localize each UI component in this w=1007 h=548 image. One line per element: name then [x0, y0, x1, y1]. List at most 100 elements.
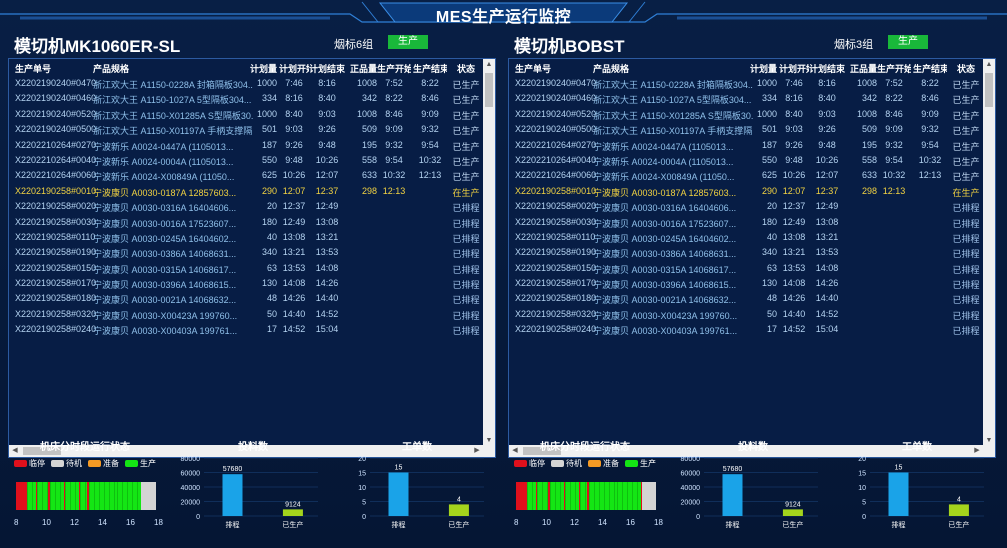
table-row[interactable]: X2202190258#0110 宁波康贝 A0030-0245A 1640460… [509, 230, 983, 245]
table-row[interactable]: X2202190258#0320 宁波康贝 A0030-X00423A 19976… [9, 307, 483, 322]
table-row[interactable]: X2202190258#0110 宁波康贝 A0030-0245A 1640460… [9, 230, 483, 245]
column-header[interactable]: 状态 [456, 64, 475, 74]
table-row[interactable]: X2202190258#0240 宁波康贝 A0030-X00403A 19976… [9, 322, 483, 337]
cell-spec: 宁波康贝 A0030-0016A 17523607... [93, 218, 237, 229]
cell-plan: 501 [761, 124, 777, 135]
table-row[interactable]: X2202190240#0500 浙江欢大王 A1150-X01197A 手柄支撑… [509, 122, 983, 137]
cell-order: X2202190258#0170 [15, 278, 97, 289]
cell-state: 已排程 [452, 326, 480, 337]
status-badge: 生产 [888, 35, 928, 49]
table-row[interactable]: X2202190240#0460 浙江欢大王 A1150-1027A 5型隔板30… [9, 91, 483, 106]
column-header[interactable]: 生产开始 [877, 64, 911, 74]
cell-order: X2202190258#0320 [515, 308, 597, 319]
x-tick-label: 14 [98, 518, 107, 527]
cell-order: X2202190258#0010 [15, 185, 97, 196]
cell-state: 已排程 [952, 310, 980, 321]
column-header[interactable]: 计划量 [249, 64, 277, 74]
column-header[interactable]: 生产开始 [377, 64, 411, 74]
table-row[interactable]: X2202190258#0010 宁波康贝 A0030-0187A 1285760… [509, 184, 983, 199]
table-row[interactable]: X2202190258#0320 宁波康贝 A0030-X00423A 19976… [509, 307, 983, 322]
cell-state: 已排程 [952, 218, 980, 229]
table-row[interactable]: X2202190240#0470 浙江欢大王 A1150-0228A 封箱隔板30… [509, 76, 983, 91]
cell-state: 已排程 [452, 249, 480, 260]
column-header[interactable]: 生产结束 [913, 64, 947, 74]
scroll-thumb[interactable] [485, 73, 493, 107]
column-header[interactable]: 计划结束 [309, 64, 345, 74]
table-row[interactable]: X2202210264#0060 宁波新乐 A0024-X00849A (1105… [509, 168, 983, 183]
table-row[interactable]: X2202190240#0460 浙江欢大王 A1150-1027A 5型隔板30… [509, 91, 983, 106]
table-row[interactable]: X2202190258#0190 宁波康贝 A0030-0386A 1406863… [9, 245, 483, 260]
table-row[interactable]: X2202210264#0060 宁波新乐 A0024-X00849A (1105… [9, 168, 483, 183]
table-row[interactable]: X2202190258#0180 宁波康贝 A0030-0021A 1406863… [509, 291, 983, 306]
scroll-thumb-h[interactable] [23, 447, 61, 455]
column-header[interactable]: 产品规格 [593, 64, 630, 74]
table-row[interactable]: X2202210264#0040 宁波新乐 A0024-0004A (110501… [509, 153, 983, 168]
cell-pe: 13:53 [315, 247, 339, 258]
scroll-down-icon[interactable]: ▼ [985, 437, 993, 444]
cell-order: X2202190258#0110 [515, 231, 596, 242]
column-header[interactable]: 生产结束 [413, 64, 447, 74]
scroll-right-icon[interactable]: ▶ [974, 447, 980, 454]
table-row[interactable]: X2202190258#0030 宁波康贝 A0030-0016A 1752360… [509, 215, 983, 230]
column-header[interactable]: 状态 [956, 64, 975, 74]
vertical-scrollbar[interactable]: ▲ ▼ [983, 59, 995, 447]
vertical-scrollbar[interactable]: ▲ ▼ [483, 59, 495, 447]
legend-item: 生产 [125, 458, 156, 469]
table-row[interactable]: X2202190258#0240 宁波康贝 A0030-X00403A 19976… [509, 322, 983, 337]
table-row[interactable]: X2202190258#0170 宁波康贝 A0030-0396A 1406861… [9, 276, 483, 291]
cell-pe: 8:40 [818, 93, 836, 104]
column-header[interactable]: 产品规格 [93, 64, 130, 74]
cell-state: 已排程 [452, 233, 480, 244]
table-row[interactable]: X2202190240#0500 浙江欢大王 A1150-X01197A 手柄支撑… [9, 122, 483, 137]
table-row[interactable]: X2202210264#0040 宁波新乐 A0024-0004A (110501… [9, 153, 483, 168]
bar-value-label: 57680 [723, 466, 743, 473]
cell-state: 已排程 [452, 280, 480, 291]
cell-ps: 8:40 [285, 108, 303, 119]
column-header[interactable]: 计划结束 [809, 64, 845, 74]
table-row[interactable]: X2202190258#0180 宁波康贝 A0030-0021A 1406863… [9, 291, 483, 306]
horizontal-scrollbar[interactable]: ◀ ▶ [9, 445, 495, 457]
table-row[interactable]: X2202190258#0030 宁波康贝 A0030-0016A 1752360… [9, 215, 483, 230]
x-tick-label: 18 [154, 518, 163, 527]
table-row[interactable]: X2202190258#0010 宁波康贝 A0030-0187A 1285760… [9, 184, 483, 199]
column-header[interactable]: 正品量 [349, 64, 377, 74]
table-row[interactable]: X2202190240#0470 浙江欢大王 A1150-0228A 封箱隔板30… [9, 76, 483, 91]
table-row[interactable]: X2202210264#0270 宁波新乐 A0024-0447A (110501… [509, 138, 983, 153]
column-header[interactable]: 正品量 [849, 64, 877, 74]
scroll-left-icon[interactable]: ◀ [512, 447, 518, 454]
cell-state: 已排程 [952, 295, 980, 306]
scroll-up-icon[interactable]: ▲ [985, 61, 993, 68]
table-row[interactable]: X2202190258#0020 宁波康贝 A0030-0316A 1640460… [509, 199, 983, 214]
scroll-down-icon[interactable]: ▼ [485, 437, 493, 444]
order-table: 生产单号 产品规格 计划量计划开始计划结束正品量生产开始生产结束状态 X220219… [508, 58, 996, 458]
cell-spec: 宁波康贝 A0030-X00423A 199760... [93, 310, 238, 321]
scroll-thumb[interactable] [985, 73, 993, 107]
scroll-left-icon[interactable]: ◀ [12, 447, 18, 454]
table-row[interactable]: X2202190258#0150 宁波康贝 A0030-0315A 1406861… [9, 261, 483, 276]
column-header[interactable]: 生产单号 [15, 64, 52, 74]
scroll-right-icon[interactable]: ▶ [474, 447, 480, 454]
cell-spec: 宁波康贝 A0030-0315A 14068617... [593, 264, 737, 275]
horizontal-scrollbar[interactable]: ◀ ▶ [509, 445, 995, 457]
cell-spec: 宁波康贝 A0030-0187A 12857603... [593, 187, 737, 198]
cell-state: 已生产 [952, 110, 980, 121]
cell-pe: 8:16 [318, 78, 336, 88]
cell-order: X2202190240#0520 [15, 108, 97, 119]
table-row[interactable]: X2202190240#0520 浙江欢大王 A1150-X01285A S型隔板… [9, 107, 483, 122]
column-header[interactable]: 计划开始 [779, 64, 809, 74]
column-header[interactable]: 计划量 [749, 64, 777, 74]
table-row[interactable]: X2202210264#0270 宁波新乐 A0024-0447A (110501… [9, 138, 483, 153]
table-row[interactable]: X2202190240#0520 浙江欢大王 A1150-X01285A S型隔板… [509, 107, 983, 122]
bar-value-label: 4 [457, 496, 461, 503]
column-header[interactable]: 计划开始 [279, 64, 309, 74]
scroll-thumb-h[interactable] [523, 447, 561, 455]
cell-state: 已排程 [452, 264, 480, 275]
scroll-up-icon[interactable]: ▲ [485, 61, 493, 68]
cell-order: X2202190240#0460 [15, 93, 97, 104]
table-row[interactable]: X2202190258#0170 宁波康贝 A0030-0396A 1406861… [509, 276, 983, 291]
column-header[interactable]: 生产单号 [515, 64, 552, 74]
table-row[interactable]: X2202190258#0020 宁波康贝 A0030-0316A 1640460… [9, 199, 483, 214]
table-row[interactable]: X2202190258#0150 宁波康贝 A0030-0315A 1406861… [509, 261, 983, 276]
cell-plan: 17 [766, 324, 777, 335]
table-row[interactable]: X2202190258#0190 宁波康贝 A0030-0386A 1406863… [509, 245, 983, 260]
